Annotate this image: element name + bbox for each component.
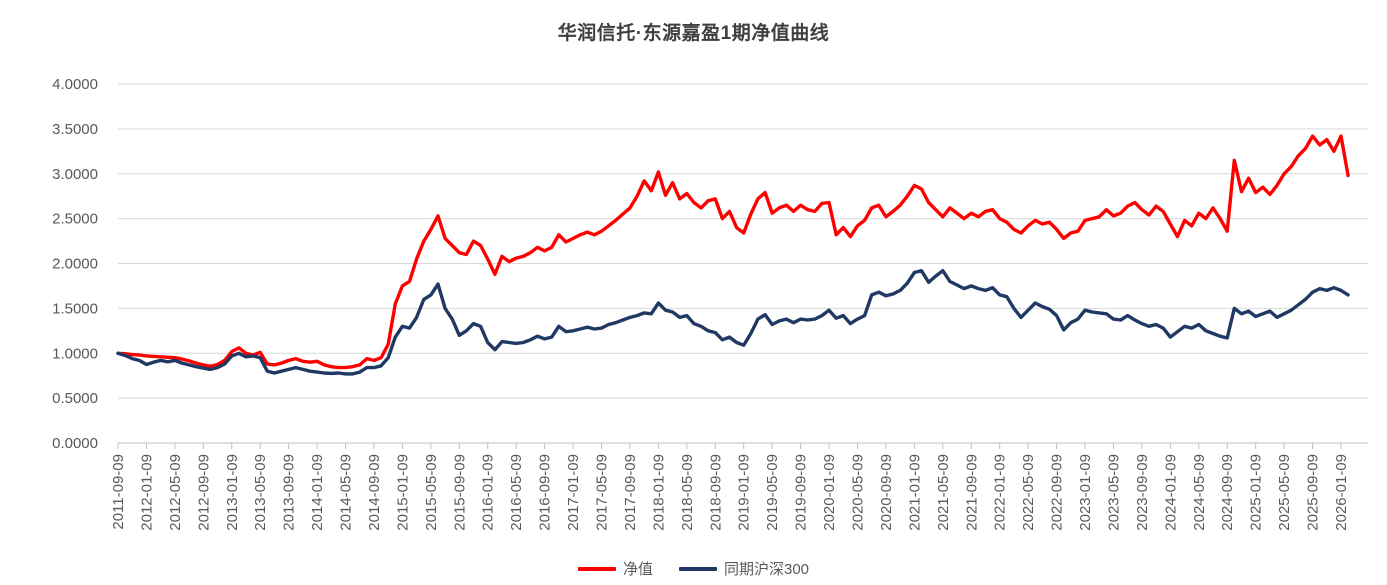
legend-label-net-value: 净值 [622, 561, 653, 578]
x-axis-tick-label: 2017-01-09 [565, 454, 582, 531]
x-axis-tick-label: 2016-09-09 [537, 454, 554, 531]
x-axis-tick-label: 2015-01-09 [394, 454, 411, 531]
y-axis-tick-label: 1.5000 [52, 300, 98, 317]
x-axis-tick-label: 2012-01-09 [138, 454, 155, 531]
x-axis-tick-label: 2025-09-09 [1305, 454, 1322, 531]
y-axis-tick-label: 2.0000 [52, 256, 98, 273]
x-axis-tick-label: 2021-01-09 [906, 454, 923, 531]
csi300-series-line [116, 269, 1350, 376]
x-axis-tick-label: 2018-01-09 [650, 454, 667, 531]
x-axis-tick-label: 2016-01-09 [480, 454, 497, 531]
x-axis-tick-label: 2013-01-09 [224, 454, 241, 531]
x-axis-tick-label: 2025-01-09 [1248, 454, 1265, 531]
csi300-line-swatch [678, 566, 717, 571]
y-axis-tick-label: 4.0000 [52, 76, 98, 93]
x-axis-tick-label: 2019-05-09 [764, 454, 781, 531]
x-axis-tick-label: 2021-09-09 [963, 454, 980, 531]
y-axis-tick-label: 3.0000 [52, 166, 98, 183]
x-axis-tick-label: 2023-01-09 [1077, 454, 1094, 531]
y-axis-tick-label: 2.5000 [52, 211, 98, 228]
x-axis-tick-label: 2024-05-09 [1191, 454, 1208, 531]
x-axis-tick-label: 2020-05-09 [849, 454, 866, 531]
legend: 净值 同期沪深300 [0, 558, 1387, 579]
x-axis-tick-label: 2011-09-09 [110, 454, 127, 530]
x-axis-tick-label: 2023-09-09 [1134, 454, 1151, 531]
x-axis-tick-label: 2022-01-09 [992, 454, 1009, 531]
y-axis-tick-label: 0.0000 [52, 435, 98, 452]
x-axis-tick-label: 2012-09-09 [195, 454, 212, 531]
legend-label-csi300: 同期沪深300 [723, 561, 810, 578]
x-axis-tick-label: 2017-05-09 [594, 454, 611, 531]
x-axis-tick-label: 2019-09-09 [793, 454, 810, 531]
legend-item-csi300: 同期沪深300 [678, 558, 810, 579]
x-axis-tick-label: 2014-01-09 [309, 454, 326, 531]
x-axis-tick-label: 2015-09-09 [451, 454, 468, 531]
x-axis-tick-label: 2014-05-09 [338, 454, 355, 531]
x-axis-tick-label: 2014-09-09 [366, 454, 383, 531]
x-axis-tick-label: 2020-01-09 [821, 454, 838, 531]
x-axis-tick-label: 2026-01-09 [1333, 454, 1350, 531]
y-axis-tick-label: 0.5000 [52, 390, 98, 407]
chart-title: 华润信托·东源嘉盈1期净值曲线 [557, 23, 830, 44]
x-axis-tick-label: 2018-05-09 [679, 454, 696, 531]
x-axis-tick-label: 2022-05-09 [1020, 454, 1037, 531]
x-axis-tick-label: 2012-05-09 [167, 454, 184, 531]
x-axis-tick-label: 2020-09-09 [878, 454, 895, 531]
net-value-series-line [116, 134, 1350, 370]
x-axis-tick-label: 2025-05-09 [1276, 454, 1293, 531]
x-axis-tick-label: 2018-09-09 [707, 454, 724, 531]
x-axis-tick-label: 2024-09-09 [1219, 454, 1236, 531]
y-axis-tick-label: 1.0000 [52, 345, 98, 362]
x-axis-tick-label: 2013-05-09 [252, 454, 269, 531]
x-axis-tick-label: 2015-05-09 [423, 454, 440, 531]
x-axis-tick-label: 2013-09-09 [281, 454, 298, 531]
x-axis-tick-label: 2021-05-09 [935, 454, 952, 531]
x-axis-tick-label: 2016-05-09 [508, 454, 525, 531]
x-axis-tick-label: 2019-01-09 [736, 454, 753, 531]
legend-item-net-value: 净值 [577, 558, 653, 579]
x-axis-tick-label: 2024-01-09 [1162, 454, 1179, 531]
x-axis-tick-label: 2023-05-09 [1105, 454, 1122, 531]
x-axis-tick-label: 2022-09-09 [1049, 454, 1066, 531]
net-value-line-swatch [577, 566, 616, 571]
x-axis-tick-label: 2017-09-09 [622, 454, 639, 531]
y-axis-tick-label: 3.5000 [52, 121, 98, 138]
